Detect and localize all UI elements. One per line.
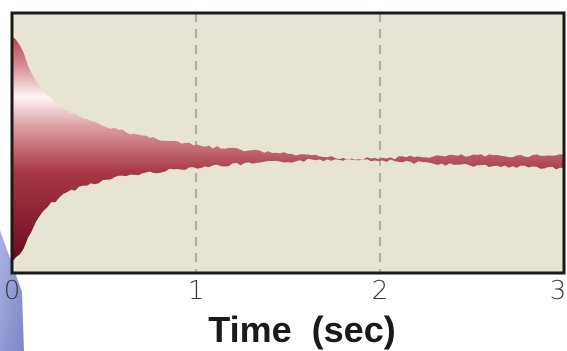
x-tick-label: 1 — [188, 276, 205, 306]
plot-frame — [10, 11, 566, 275]
grid-lines — [195, 13, 381, 273]
x-axis-label: Time (sec) — [208, 309, 395, 350]
x-tick-label: 3 — [550, 276, 567, 306]
x-tick-label: 0 — [4, 276, 21, 306]
x-tick-labels: 0 1 2 3 — [4, 276, 567, 306]
decorative-blue-shape — [0, 230, 24, 351]
x-tick-label: 2 — [372, 276, 389, 306]
variance-band — [12, 36, 564, 263]
